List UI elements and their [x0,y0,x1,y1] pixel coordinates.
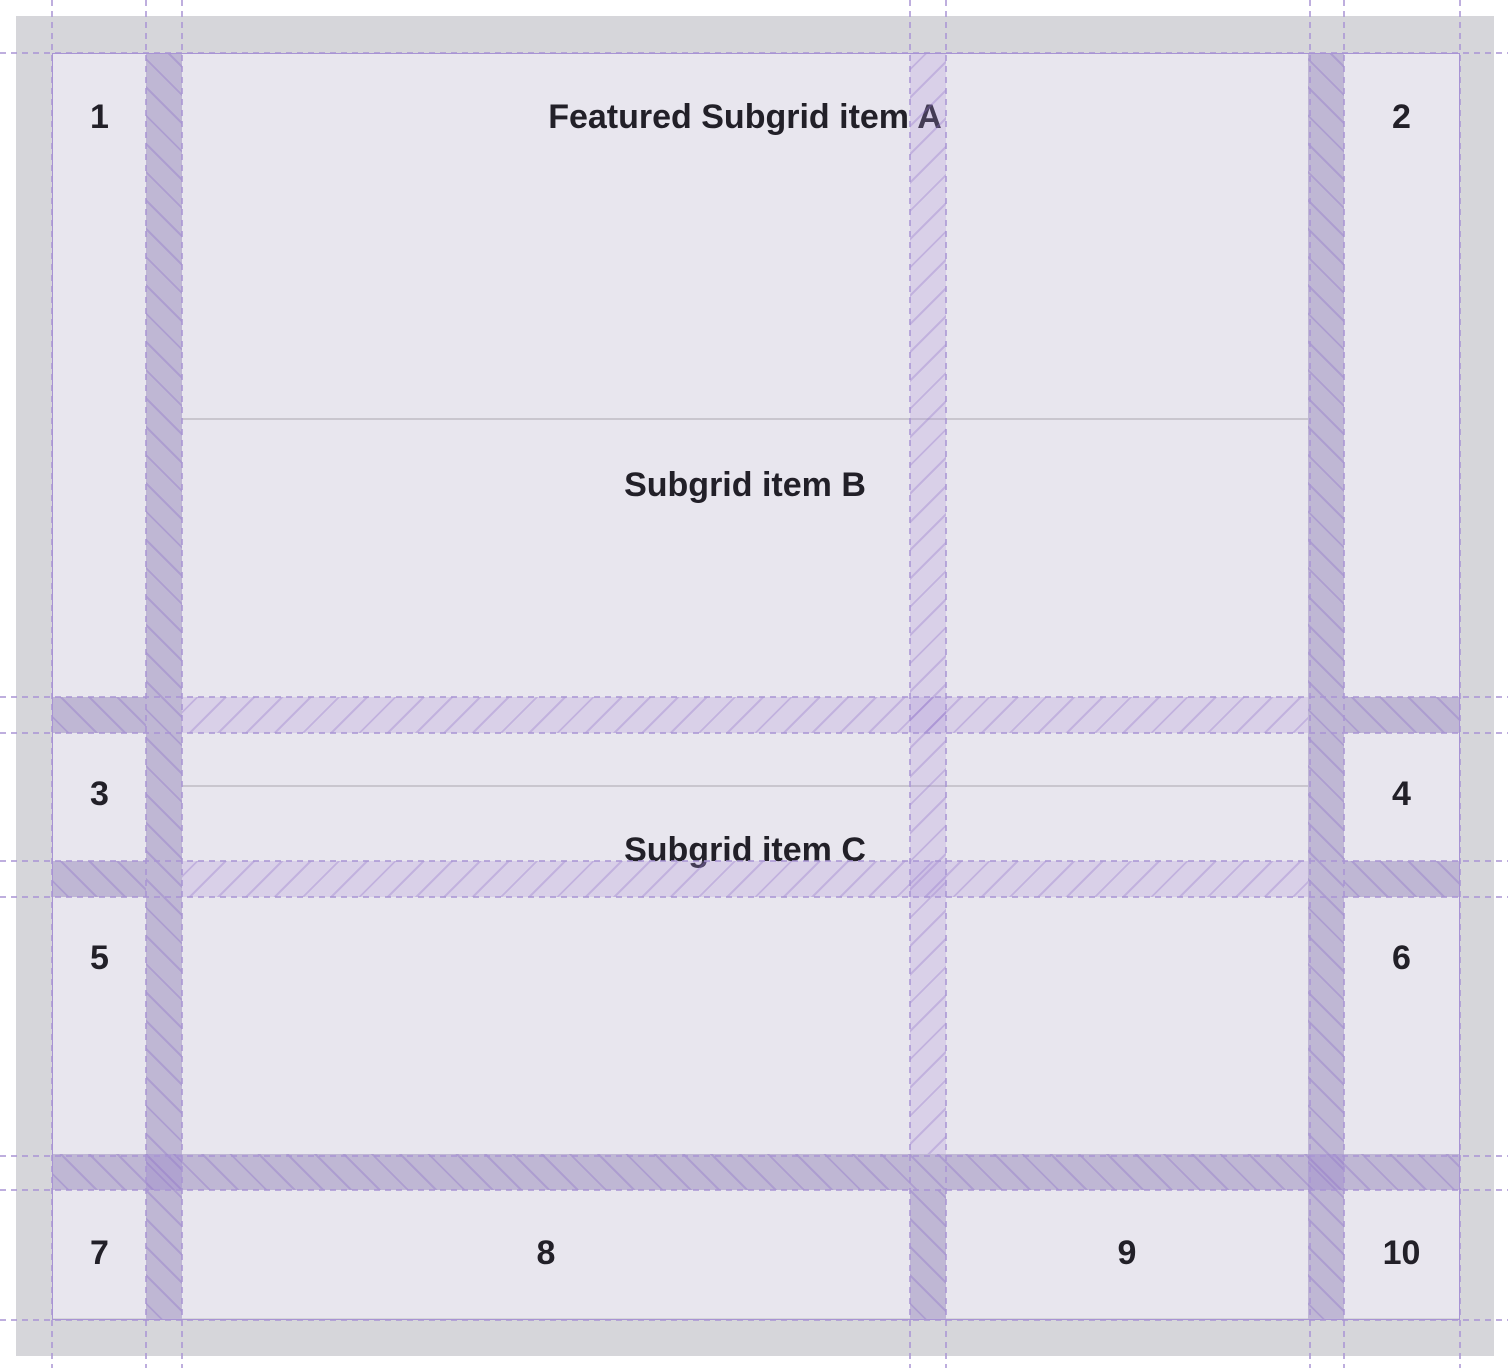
column-gap [1308,54,1344,1319]
row-gap [1344,861,1459,897]
column-gap [146,54,182,1319]
grid-item-4: 4 [1344,733,1459,861]
subgrid-item-a: Featured Subgrid item A [182,54,1308,420]
grid-item-3: 3 [53,733,146,861]
grid-item-10: 10 [1344,1190,1459,1318]
subgrid-item-b: Subgrid item B [182,420,1308,787]
grid-item-7: 7 [53,1190,146,1318]
row-gap [1344,697,1459,733]
row-gap [53,861,146,897]
row-gap [53,697,146,733]
subgrid-row-gap [182,697,1308,733]
column-gap [910,1190,946,1319]
grid-item-9: 9 [946,1190,1308,1318]
grid-item-1: 1 [53,54,146,697]
subgrid-column-gap [910,54,946,1154]
subgrid-item-c: Subgrid item C [182,787,1308,1154]
grid-item-5: 5 [53,897,146,1154]
grid-item-8: 8 [182,1190,910,1318]
grid-item-2: 2 [1344,54,1459,697]
grid-item-6: 6 [1344,897,1459,1154]
row-gap [53,1154,1459,1190]
subgrid-row-gap [182,861,1308,897]
